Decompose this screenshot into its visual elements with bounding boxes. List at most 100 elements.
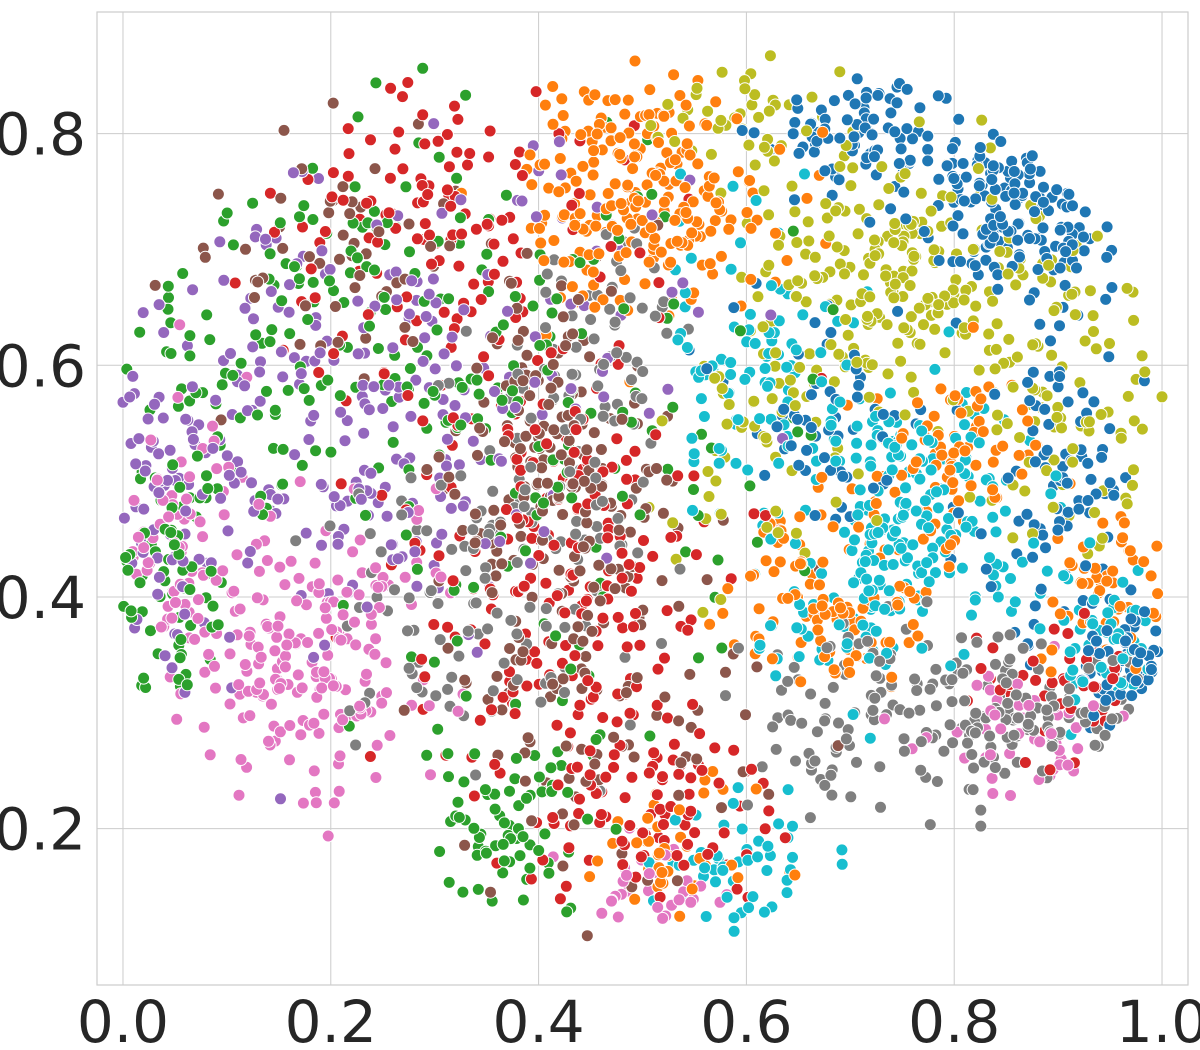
scatter-point bbox=[470, 645, 484, 659]
scatter-point bbox=[985, 771, 999, 785]
scatter-point bbox=[929, 662, 943, 676]
scatter-point bbox=[173, 651, 187, 665]
scatter-point bbox=[1138, 365, 1152, 379]
scatter-point bbox=[665, 285, 679, 299]
scatter-point bbox=[246, 196, 260, 210]
scatter-point bbox=[1096, 516, 1110, 530]
scatter-point bbox=[455, 380, 469, 394]
scatter-point bbox=[1069, 721, 1083, 735]
scatter-point bbox=[486, 684, 500, 698]
scatter-point bbox=[178, 607, 192, 621]
scatter-point bbox=[306, 275, 320, 289]
scatter-point bbox=[1103, 476, 1117, 490]
scatter-point bbox=[151, 587, 165, 601]
scatter-point bbox=[360, 667, 373, 681]
scatter-point bbox=[1127, 414, 1141, 428]
scatter-point bbox=[416, 414, 430, 428]
scatter-point bbox=[327, 490, 341, 504]
scatter-point bbox=[696, 605, 710, 619]
scatter-point bbox=[361, 308, 375, 322]
scatter-point bbox=[818, 451, 831, 465]
scatter-point bbox=[832, 618, 846, 632]
scatter-point bbox=[803, 347, 816, 361]
scatter-point bbox=[839, 732, 853, 746]
scatter-point bbox=[818, 696, 832, 710]
scatter-point bbox=[800, 124, 813, 138]
scatter-point bbox=[698, 861, 712, 875]
scatter-point bbox=[666, 516, 680, 530]
scatter-point bbox=[899, 481, 912, 495]
scatter-point bbox=[250, 591, 264, 605]
scatter-point bbox=[588, 757, 602, 771]
scatter-point bbox=[469, 596, 483, 610]
scatter-point bbox=[583, 188, 597, 202]
scatter-point bbox=[922, 575, 936, 589]
scatter-point bbox=[1099, 292, 1113, 306]
scatter-point bbox=[301, 636, 315, 649]
scatter-point bbox=[288, 260, 301, 274]
scatter-point bbox=[352, 588, 366, 602]
scatter-point bbox=[318, 225, 332, 238]
scatter-point bbox=[967, 761, 981, 775]
scatter-point bbox=[595, 494, 609, 508]
scatter-point bbox=[180, 678, 194, 692]
scatter-point bbox=[975, 113, 989, 127]
scatter-point bbox=[213, 235, 227, 249]
scatter-point bbox=[281, 383, 295, 397]
scatter-point bbox=[703, 257, 717, 271]
scatter-point bbox=[788, 868, 802, 882]
scatter-point bbox=[786, 224, 800, 238]
scatter-point bbox=[191, 611, 205, 625]
scatter-point bbox=[642, 406, 656, 420]
scatter-point bbox=[579, 650, 593, 663]
scatter-point bbox=[832, 173, 846, 187]
scatter-point bbox=[1011, 711, 1025, 725]
scatter-point bbox=[1066, 663, 1080, 677]
scatter-point bbox=[397, 703, 411, 717]
scatter-point bbox=[1033, 622, 1047, 636]
scatter-point bbox=[529, 210, 543, 224]
scatter-point bbox=[772, 238, 785, 252]
scatter-point bbox=[988, 387, 1002, 401]
scatter-point bbox=[583, 744, 597, 758]
scatter-point bbox=[798, 167, 811, 181]
scatter-point bbox=[985, 173, 999, 186]
scatter-point bbox=[396, 162, 410, 176]
scatter-point bbox=[427, 618, 441, 631]
scatter-point bbox=[332, 784, 346, 798]
scatter-point bbox=[334, 477, 348, 491]
scatter-point bbox=[520, 679, 534, 693]
scatter-point bbox=[410, 232, 424, 246]
scatter-point bbox=[765, 392, 779, 406]
scatter-point bbox=[906, 538, 920, 552]
scatter-point bbox=[942, 325, 956, 339]
scatter-point bbox=[660, 604, 674, 618]
scatter-point bbox=[660, 326, 674, 340]
scatter-point bbox=[584, 313, 598, 326]
scatter-point bbox=[781, 591, 795, 605]
scatter-point bbox=[793, 557, 807, 571]
scatter-point bbox=[757, 140, 771, 154]
scatter-point bbox=[1039, 541, 1052, 555]
scatter-point bbox=[524, 411, 538, 425]
scatter-point bbox=[217, 273, 231, 287]
scatter-point bbox=[312, 626, 326, 640]
scatter-point bbox=[570, 760, 584, 774]
scatter-point bbox=[307, 764, 321, 778]
scatter-point bbox=[704, 224, 718, 238]
scatter-point bbox=[203, 333, 217, 347]
scatter-point bbox=[756, 320, 770, 334]
scatter-point bbox=[730, 112, 744, 126]
scatter-point bbox=[815, 470, 829, 484]
scatter-point bbox=[687, 483, 700, 496]
scatter-point bbox=[1061, 505, 1075, 519]
scatter-point bbox=[203, 748, 217, 762]
scatter-point bbox=[1077, 244, 1091, 258]
scatter-point bbox=[850, 419, 864, 433]
scatter-point bbox=[613, 147, 627, 161]
scatter-point bbox=[564, 662, 578, 676]
scatter-point bbox=[670, 874, 684, 888]
scatter-point bbox=[761, 839, 775, 853]
x-tick-label: 0.2 bbox=[285, 988, 377, 1050]
scatter-point bbox=[308, 291, 322, 305]
